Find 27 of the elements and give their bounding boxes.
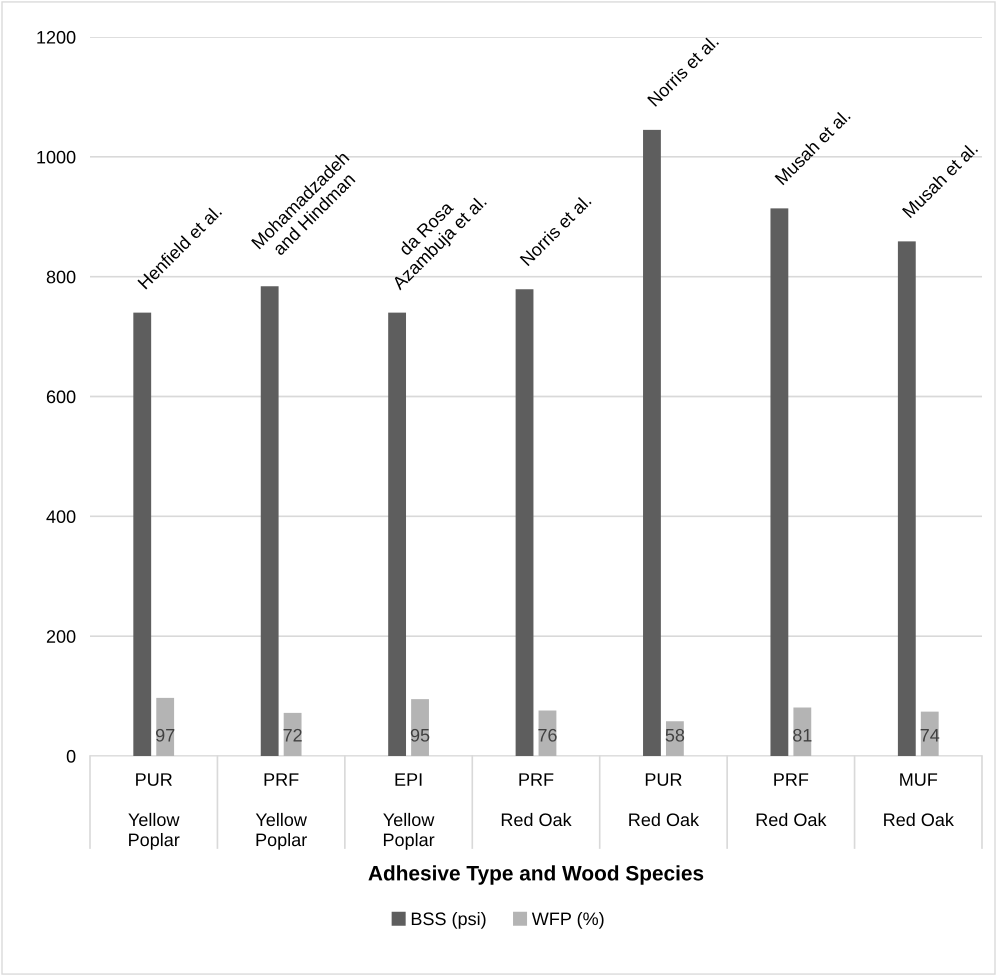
- y-tick-label: 200: [46, 630, 76, 643]
- bar: [643, 130, 661, 756]
- legend-label: WFP (%): [532, 912, 604, 929]
- category-label: MUF Red Oak: [884, 773, 954, 826]
- y-tick-label: 1000: [37, 150, 76, 164]
- category-label: PUR Red Oak: [629, 773, 700, 826]
- bar: [156, 698, 174, 756]
- y-tick-label: 1200: [37, 30, 76, 44]
- bar: [898, 241, 916, 756]
- bar: [133, 312, 152, 756]
- legend-label: BSS (psi): [412, 912, 486, 929]
- y-tick-label: 400: [46, 510, 76, 524]
- bar: [770, 208, 788, 756]
- y-tick-label: 600: [46, 390, 76, 404]
- category-label: PRF Yellow Poplar: [256, 773, 307, 850]
- category-label: EPI Yellow Poplar: [383, 773, 434, 850]
- category-label: PRF Red Oak: [502, 773, 572, 826]
- y-tick-label: 0: [66, 750, 76, 763]
- category-label: PUR Yellow Poplar: [128, 773, 180, 850]
- data-label: 81: [793, 728, 812, 742]
- x-axis-title: Adhesive Type and Wood Species: [368, 865, 704, 885]
- bar: [388, 312, 406, 756]
- category-label: PRF Red Oak: [756, 773, 827, 826]
- bar: [516, 289, 534, 756]
- y-tick-label: 800: [46, 270, 76, 284]
- bar: [260, 286, 279, 756]
- data-label: 97: [156, 728, 174, 742]
